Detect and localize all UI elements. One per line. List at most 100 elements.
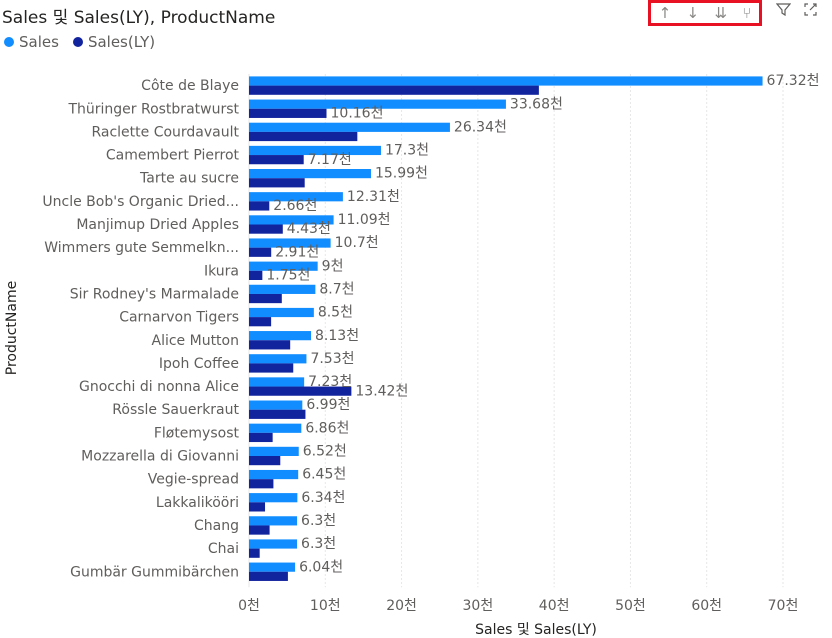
bars xyxy=(249,76,763,581)
data-label-sales-ly: 1.75천 xyxy=(266,268,310,284)
bar-sales[interactable] xyxy=(249,284,316,294)
bar-sales-ly[interactable] xyxy=(249,178,305,188)
expand-all-icon[interactable]: ⇊ xyxy=(714,3,728,22)
bar-sales[interactable] xyxy=(249,261,318,271)
data-label-sales: 12.31천 xyxy=(347,189,400,205)
bar-sales[interactable] xyxy=(249,122,450,132)
sort-descending-icon[interactable]: ↓ xyxy=(686,3,700,22)
chart-title: Sales 및 Sales(LY), ProductName xyxy=(2,8,276,28)
bar-sales[interactable] xyxy=(249,377,305,387)
data-label-sales: 10.7천 xyxy=(335,235,379,251)
bar-sales-ly[interactable] xyxy=(249,224,283,234)
x-axis-title: Sales 및 Sales(LY) xyxy=(475,622,597,638)
data-label-sales: 6.86천 xyxy=(305,420,349,436)
data-label-sales: 8.7천 xyxy=(319,281,354,297)
visual-header-icons xyxy=(775,2,818,21)
bar-sales[interactable] xyxy=(249,145,381,156)
bar-sales-ly[interactable] xyxy=(249,293,282,304)
bar-sales-ly[interactable] xyxy=(249,270,263,280)
legend-dot-sales-ly xyxy=(72,37,83,47)
data-label-sales: 6.99천 xyxy=(306,397,350,413)
category-label: Gumbär Gummibärchen xyxy=(70,564,239,580)
bar-sales[interactable] xyxy=(249,516,298,526)
bar-sales[interactable] xyxy=(249,562,296,572)
category-labels: Côte de Blaye Thüringer Rostbratwurst Racl… xyxy=(42,78,239,580)
bar-sales-ly[interactable] xyxy=(249,525,270,535)
category-label: Raclette Courdavault xyxy=(91,124,239,140)
bar-sales-ly[interactable] xyxy=(249,317,272,327)
bar-sales[interactable] xyxy=(249,169,371,179)
bar-sales[interactable] xyxy=(249,215,334,225)
legend-item-sales-ly[interactable]: Sales(LY) xyxy=(72,33,155,51)
bar-sales[interactable] xyxy=(249,469,299,480)
bar-sales[interactable] xyxy=(249,493,298,503)
bar-sales[interactable] xyxy=(249,192,343,202)
bar-sales[interactable] xyxy=(249,400,303,410)
category-label: Sir Rodney's Marmalade xyxy=(70,286,239,302)
bar-sales[interactable] xyxy=(249,446,299,456)
category-label: Rössle Sauerkraut xyxy=(112,402,239,418)
bar-sales-ly[interactable] xyxy=(249,201,270,211)
data-label-sales: 67.32천 xyxy=(767,73,820,89)
category-label: Tarte au sucre xyxy=(139,171,239,187)
category-label: Lakkalikööri xyxy=(156,495,239,511)
focus-mode-icon[interactable] xyxy=(803,2,818,21)
bar-sales[interactable] xyxy=(249,331,312,341)
bar-sales-ly[interactable] xyxy=(249,85,539,95)
legend-label-sales: Sales xyxy=(19,33,59,51)
bar-sales-ly[interactable] xyxy=(249,432,273,443)
bar-sales-ly[interactable] xyxy=(249,502,266,512)
bar-sales[interactable] xyxy=(249,539,298,549)
data-label-sales: 6.3천 xyxy=(301,536,336,552)
bar-sales[interactable] xyxy=(249,99,506,109)
category-label: Alice Mutton xyxy=(152,333,240,349)
bar-sales-ly[interactable] xyxy=(249,340,291,350)
category-label: Vegie-spread xyxy=(148,472,239,488)
bar-sales-ly[interactable] xyxy=(249,548,260,558)
bar-sales[interactable] xyxy=(249,76,763,86)
data-label-sales: 6.04천 xyxy=(299,559,343,575)
data-label-sales: 9천 xyxy=(322,258,344,274)
data-label-sales-ly: 4.43천 xyxy=(287,221,331,237)
drill-down-icon[interactable]: ⑂ xyxy=(742,3,752,22)
bar-sales[interactable] xyxy=(249,307,314,318)
x-tick-labels: 0천 10천 20천 30천 40천 50천 60천 70천 xyxy=(238,598,798,614)
legend-item-sales[interactable]: Sales xyxy=(4,33,59,51)
category-label: Fløtemysost xyxy=(154,425,240,441)
data-labels: 67.32천 33.68천 10.16천 26.34천 17.3천 7.17천 15.99천… xyxy=(266,73,819,575)
data-label-sales: 33.68천 xyxy=(510,96,563,112)
bar-sales-ly[interactable] xyxy=(249,131,358,142)
bar-sales-ly[interactable] xyxy=(249,247,272,257)
sort-ascending-icon[interactable]: ↑ xyxy=(658,3,672,22)
x-tick-label: 60천 xyxy=(691,598,722,614)
bar-sales-ly[interactable] xyxy=(249,386,352,396)
x-tick-label: 20천 xyxy=(386,598,417,614)
legend: Sales Sales(LY) xyxy=(4,33,155,51)
bar-sales-ly[interactable] xyxy=(249,409,306,419)
category-label: Manjimup Dried Apples xyxy=(76,217,239,233)
data-label-sales: 7.53천 xyxy=(310,351,354,367)
category-label: Carnarvon Tigers xyxy=(119,310,239,326)
bar-sales[interactable] xyxy=(249,423,302,433)
bar-sales[interactable] xyxy=(249,238,331,248)
data-label-sales-ly: 10.16천 xyxy=(331,105,384,121)
data-label-sales: 6.52천 xyxy=(303,444,347,460)
category-label: Chang xyxy=(194,518,239,534)
bar-sales-ly[interactable] xyxy=(249,571,288,581)
x-tick-label: 50천 xyxy=(615,598,646,614)
filter-icon[interactable] xyxy=(775,2,792,21)
bar-sales-ly[interactable] xyxy=(249,456,281,466)
data-label-sales: 8.5천 xyxy=(318,305,353,321)
bar-sales-ly[interactable] xyxy=(249,363,294,373)
category-label: Ikura xyxy=(204,263,239,279)
category-label: Wimmers gute Semmelkn... xyxy=(44,240,239,256)
bar-sales-ly[interactable] xyxy=(249,155,304,165)
x-tick-label: 0천 xyxy=(238,598,260,614)
data-label-sales: 8.13천 xyxy=(315,328,359,344)
data-label-sales: 11.09천 xyxy=(338,212,391,228)
category-label: Côte de Blaye xyxy=(141,78,239,94)
data-label-sales: 26.34천 xyxy=(454,119,507,135)
bar-sales-ly[interactable] xyxy=(249,479,274,489)
bar-sales-ly[interactable] xyxy=(249,108,327,118)
bar-sales[interactable] xyxy=(249,354,307,364)
